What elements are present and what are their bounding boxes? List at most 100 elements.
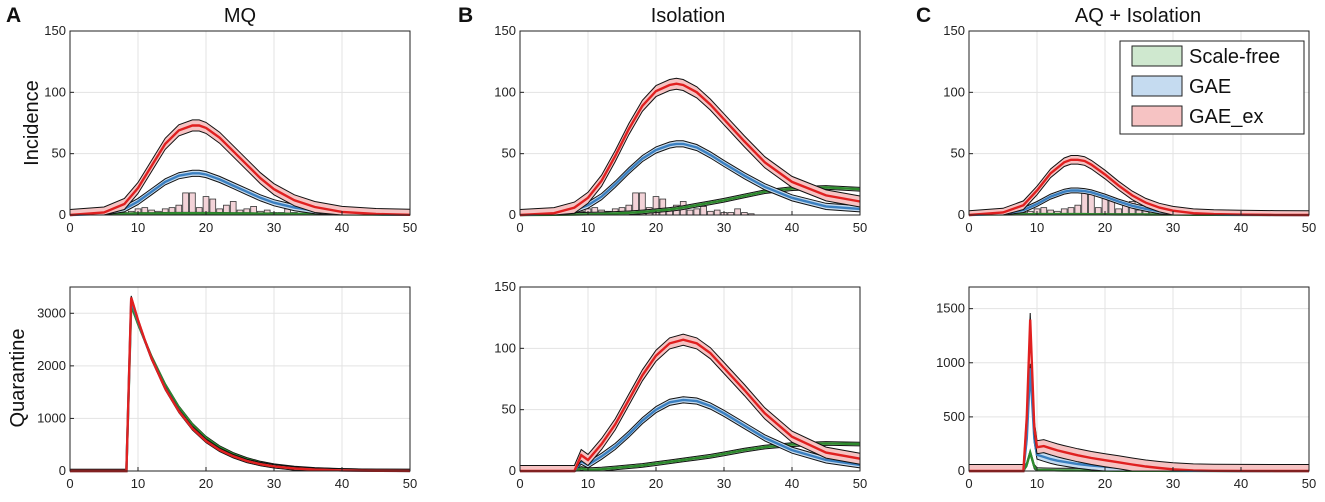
series-line-gae-ex — [69, 124, 411, 217]
x-tick-label: 20 — [199, 220, 213, 235]
histogram-bar — [182, 192, 189, 216]
y-tick-label: 150 — [44, 23, 66, 38]
x-tick-label: 0 — [516, 476, 523, 491]
x-tick-label: 10 — [581, 476, 595, 491]
envelope-lower-gae-ex — [520, 88, 861, 216]
y-tick-label: 100 — [494, 84, 516, 99]
series-line-gae-ex — [70, 297, 411, 473]
x-tick-label: 30 — [717, 476, 731, 491]
histogram-bar — [1081, 192, 1088, 216]
y-tick-label: 100 — [943, 84, 965, 99]
chart-A-quarantine: 0 10 20 30 40 50 0 1000 2000 3000 — [37, 286, 417, 491]
envelope-upper-scale-free — [519, 185, 861, 214]
chart-B-quarantine: 0 10 20 30 40 50 0 50 100 150 — [494, 279, 867, 491]
y-tick-label: 150 — [494, 23, 516, 38]
y-tick-label: 0 — [958, 463, 965, 478]
envelope-lower-gae-ex — [70, 130, 410, 216]
x-tick-label: 50 — [1302, 476, 1316, 491]
x-tick-label: 30 — [717, 220, 731, 235]
histogram-bar — [700, 206, 707, 216]
x-tick-label: 30 — [267, 476, 281, 491]
plot-area — [969, 287, 1309, 471]
y-tick-label: 0 — [509, 207, 516, 222]
panel-label-a: A — [6, 4, 21, 27]
histogram-bar — [707, 210, 714, 216]
legend-label-gae-ex: GAE_ex — [1189, 106, 1263, 128]
legend-label-scale-free: Scale-free — [1189, 46, 1280, 68]
axes-frame — [69, 286, 411, 472]
row-label-quarantine: Quarantine — [7, 329, 29, 428]
histogram-bar — [189, 192, 196, 216]
y-tick-label: 0 — [958, 207, 965, 222]
series-line-gae-ex — [968, 158, 1310, 217]
x-tick-label: 10 — [1030, 220, 1044, 235]
y-tick-label: 50 — [502, 402, 516, 417]
row-label-incidence: Incidence — [21, 80, 43, 166]
y-tick-label: 150 — [494, 279, 516, 294]
axes-frame — [519, 30, 861, 216]
series-line-scale-free — [69, 211, 411, 216]
y-tick-label: 1500 — [936, 301, 965, 316]
x-tick-label: 20 — [1098, 220, 1112, 235]
x-tick-label: 40 — [1234, 476, 1248, 491]
x-tick-label: 30 — [267, 220, 281, 235]
x-tick-label: 40 — [335, 220, 349, 235]
series-line-gae-ex — [969, 319, 1309, 473]
x-tick-label: 0 — [66, 476, 73, 491]
y-tick-label: 100 — [494, 340, 516, 355]
envelope-upper-gae-ex — [520, 333, 861, 466]
legend: Scale-free GAE GAE_ex — [1119, 40, 1305, 135]
x-tick-label: 0 — [66, 220, 73, 235]
x-tick-label: 20 — [199, 476, 213, 491]
histogram-bar — [659, 198, 667, 216]
panel-label-b: B — [458, 4, 473, 27]
x-tick-label: 20 — [1098, 476, 1112, 491]
envelope-upper-gae-ex — [69, 119, 411, 210]
y-tick-label: 100 — [44, 84, 66, 99]
envelope-upper-gae-ex — [968, 155, 1310, 212]
y-tick-label: 500 — [943, 409, 965, 424]
x-tick-label: 50 — [403, 220, 417, 235]
y-tick-label: 1000 — [936, 355, 965, 370]
x-tick-label: 10 — [131, 476, 145, 491]
envelope-lower-gae — [520, 146, 861, 216]
band-gae-ex — [520, 334, 860, 471]
legend-swatch-gae-ex — [1131, 105, 1183, 127]
x-tick-label: 40 — [785, 476, 799, 491]
x-tick-label: 0 — [965, 476, 972, 491]
x-tick-label: 50 — [403, 476, 417, 491]
x-tick-label: 50 — [1302, 220, 1316, 235]
y-tick-label: 50 — [52, 146, 66, 161]
envelope-upper-gae-ex — [519, 77, 861, 210]
x-tick-label: 50 — [853, 220, 867, 235]
plot-area — [70, 287, 410, 471]
column-title-mq: MQ — [224, 5, 256, 27]
series-line-scale-free — [519, 186, 861, 217]
x-tick-label: 10 — [131, 220, 145, 235]
legend-swatch-scale-free — [1131, 45, 1183, 67]
y-tick-label: 0 — [59, 463, 66, 478]
x-tick-label: 30 — [1166, 476, 1180, 491]
x-tick-label: 0 — [516, 220, 523, 235]
column-title-isolation: Isolation — [651, 5, 726, 27]
histogram-bar — [1088, 192, 1095, 216]
x-tick-label: 20 — [649, 220, 663, 235]
legend-label-gae: GAE — [1189, 76, 1231, 98]
plot-area — [70, 31, 410, 215]
y-tick-label: 3000 — [37, 305, 66, 320]
y-tick-label: 50 — [951, 146, 965, 161]
series-line-gae — [519, 142, 861, 217]
histogram-bar — [713, 209, 721, 216]
x-tick-label: 10 — [581, 220, 595, 235]
series-line-gae-ex — [519, 82, 861, 217]
x-tick-label: 50 — [853, 476, 867, 491]
axes-frame — [69, 30, 411, 216]
column-title-aq-isolation: AQ + Isolation — [1075, 5, 1201, 27]
y-tick-label: 0 — [59, 207, 66, 222]
series-line-gae-ex — [520, 338, 861, 473]
x-tick-label: 0 — [965, 220, 972, 235]
histogram-bar — [693, 208, 701, 216]
x-tick-label: 40 — [785, 220, 799, 235]
axes-frame — [968, 286, 1310, 472]
